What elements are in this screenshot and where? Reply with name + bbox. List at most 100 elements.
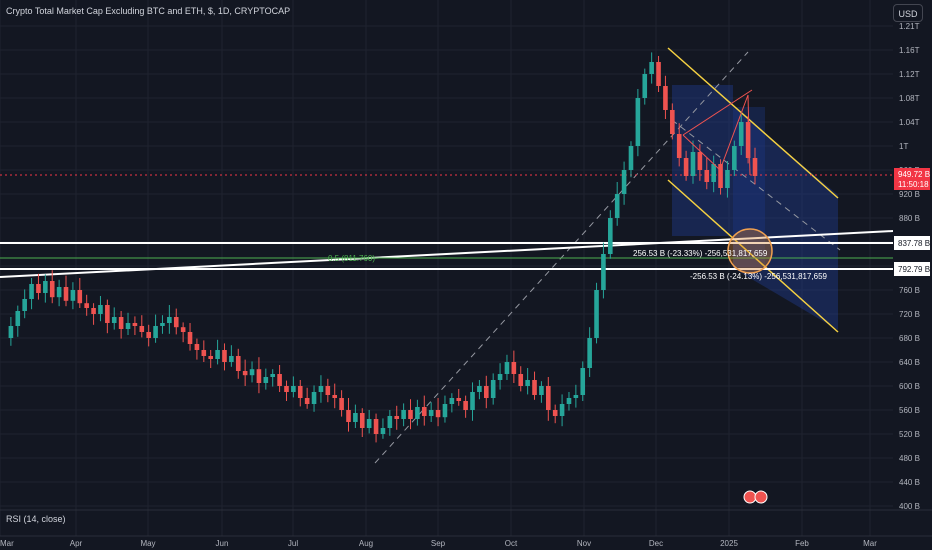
red-pattern [682, 94, 751, 176]
x-tick-label: Mar [863, 539, 877, 548]
candle [504, 362, 510, 374]
candle [8, 326, 14, 338]
y-tick-label: 520 B [899, 430, 920, 439]
candle [738, 122, 744, 146]
y-tick-label: 720 B [899, 310, 920, 319]
candle [690, 152, 696, 176]
measure-label: -256.53 B (-24.13%) -256,531,817,659 [690, 272, 828, 281]
event-markers [743, 490, 768, 504]
candle [573, 395, 579, 398]
x-tick-label: Jun [216, 539, 229, 548]
us-flag-icon [743, 490, 757, 504]
x-tick-label: Aug [359, 539, 373, 548]
y-tick-label: 1.08T [899, 94, 920, 103]
candle [752, 158, 758, 176]
x-tick-label: Feb [795, 539, 809, 548]
candle [132, 323, 138, 326]
highlight-circle [727, 228, 773, 274]
candle [670, 110, 675, 134]
red-pattern [682, 89, 753, 136]
candle [98, 305, 103, 314]
y-tick-label: 440 B [899, 478, 920, 487]
candle [683, 158, 689, 176]
price-badge [894, 168, 930, 190]
candle [552, 410, 558, 416]
candle [546, 386, 551, 410]
candle [497, 374, 503, 380]
candle [621, 170, 627, 194]
candle [649, 62, 654, 74]
candle [29, 284, 34, 299]
candle [235, 356, 241, 371]
candles [8, 52, 758, 443]
candle [676, 134, 682, 158]
candle [697, 152, 703, 170]
y-tick-label: 880 B [899, 214, 920, 223]
candle [353, 413, 358, 422]
candle [470, 392, 475, 410]
candle [380, 428, 386, 434]
candle [408, 410, 413, 419]
candle [711, 164, 716, 182]
candle [435, 410, 441, 418]
candle [635, 98, 641, 146]
candle [277, 374, 282, 386]
candle [180, 327, 186, 332]
measure-zone [733, 107, 838, 330]
y-tick-label: 1.21T [899, 22, 920, 31]
candle [463, 401, 468, 410]
candle [442, 404, 448, 418]
candle [43, 281, 48, 293]
candle [167, 317, 172, 323]
candle [249, 369, 255, 376]
candle [291, 386, 296, 392]
candle [518, 374, 524, 386]
candle [139, 326, 145, 332]
candle [270, 374, 276, 377]
level-badge [894, 236, 930, 250]
candle [77, 290, 83, 304]
price-badge-value: 949.72 B [898, 170, 930, 179]
measure-zone [672, 85, 733, 236]
time-axis [0, 536, 932, 550]
candle [608, 218, 613, 254]
level-badge-value: 792.79 B [898, 265, 930, 274]
y-tick-label: 480 B [899, 454, 920, 463]
candle [215, 350, 220, 359]
dashed-trendline [671, 119, 841, 251]
candle [532, 380, 537, 395]
y-tick-label: 400 B [899, 502, 920, 511]
candle [539, 386, 544, 395]
candle [153, 326, 158, 338]
y-tick-label: 560 B [899, 406, 920, 415]
candle [449, 398, 455, 404]
candle [125, 323, 131, 329]
y-tick-label: 1.16T [899, 46, 920, 55]
measure-label: 256.53 B (-23.33%) -256,531,817,659 [633, 249, 768, 258]
candle [415, 407, 420, 419]
x-tick-label: 2025 [720, 539, 738, 548]
candle [745, 122, 751, 158]
currency-button[interactable]: USD [893, 4, 923, 22]
candle [194, 344, 200, 350]
candle [222, 350, 227, 362]
candle [22, 299, 27, 311]
candle [297, 386, 303, 398]
candle [346, 410, 351, 422]
candle [359, 413, 365, 428]
candle [421, 407, 427, 416]
candle [63, 287, 69, 301]
candle [566, 398, 572, 404]
channel-lower-line [667, 179, 839, 333]
y-tick-label: 680 B [899, 334, 920, 343]
candle [284, 386, 289, 392]
candle [663, 86, 668, 110]
candle [366, 419, 372, 428]
level-badge [894, 262, 930, 276]
candle [587, 338, 592, 368]
candle [373, 419, 379, 434]
candle [511, 362, 517, 374]
candle [614, 194, 620, 218]
rsi-indicator-label[interactable]: RSI (14, close) [6, 514, 66, 524]
